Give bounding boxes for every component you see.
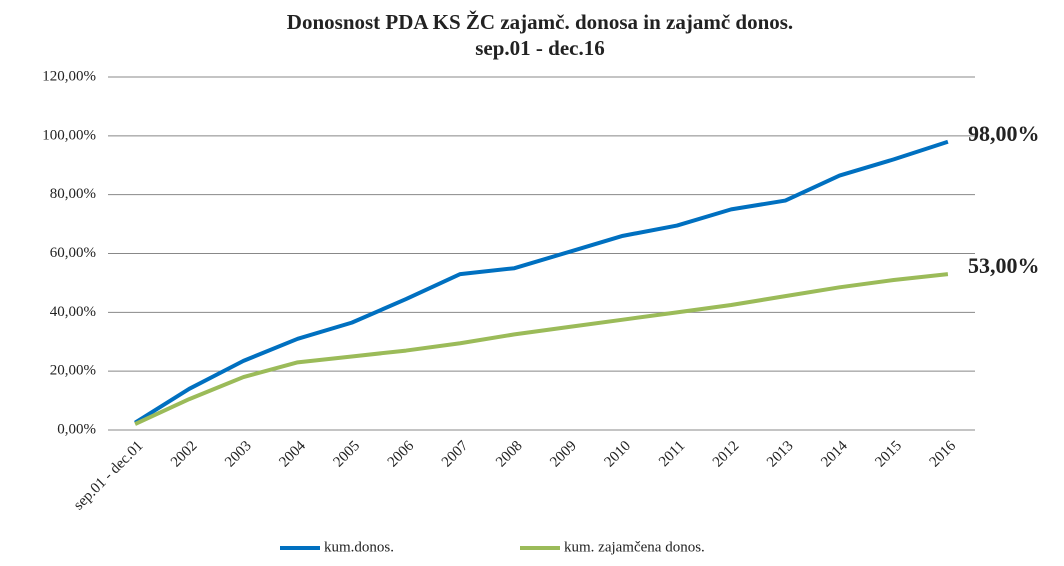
x-tick-label: 2016 bbox=[927, 438, 960, 471]
x-tick-label: 2013 bbox=[764, 438, 797, 471]
x-tick-label: 2004 bbox=[276, 438, 309, 471]
y-tick-label: 60,00% bbox=[50, 245, 96, 261]
chart-title: Donosnost PDA KS ŽC zajamč. donosa in za… bbox=[287, 10, 793, 34]
x-tick-label: 2012 bbox=[710, 438, 743, 471]
x-tick-label: 2003 bbox=[222, 438, 255, 471]
x-tick-label: 2009 bbox=[547, 438, 580, 471]
legend-label: kum. zajamčena donos. bbox=[564, 539, 705, 555]
series-line bbox=[134, 272, 949, 426]
x-tick-label: 2005 bbox=[331, 438, 364, 471]
y-tick-label: 120,00% bbox=[42, 68, 96, 84]
x-tick-label: 2006 bbox=[385, 438, 418, 471]
x-tick-label: 2014 bbox=[818, 438, 851, 471]
x-tick-label: sep.01 - dec.01 bbox=[71, 438, 147, 514]
legend-label: kum.donos. bbox=[324, 539, 394, 555]
y-tick-label: 40,00% bbox=[50, 304, 96, 320]
x-tick-label: 2007 bbox=[439, 438, 472, 471]
data-label: 98,00% bbox=[968, 121, 1040, 146]
data-label: 53,00% bbox=[968, 253, 1040, 278]
y-tick-label: 80,00% bbox=[50, 186, 96, 202]
x-tick-label: 2008 bbox=[493, 438, 526, 471]
series-line bbox=[134, 139, 949, 425]
chart-subtitle: sep.01 - dec.16 bbox=[475, 36, 605, 60]
y-tick-label: 100,00% bbox=[42, 127, 96, 143]
x-tick-label: 2011 bbox=[656, 438, 688, 470]
y-tick-label: 0,00% bbox=[57, 421, 96, 437]
y-tick-label: 20,00% bbox=[50, 363, 96, 379]
x-tick-label: 2015 bbox=[872, 438, 905, 471]
x-tick-label: 2002 bbox=[168, 438, 201, 471]
x-tick-label: 2010 bbox=[602, 438, 635, 471]
